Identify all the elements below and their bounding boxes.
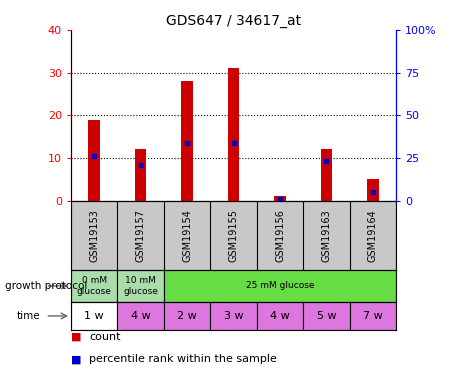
Text: count: count bbox=[89, 332, 121, 342]
Bar bbox=[117, 270, 164, 302]
Title: GDS647 / 34617_at: GDS647 / 34617_at bbox=[166, 13, 301, 28]
Bar bbox=[321, 149, 333, 201]
Text: 25 mM glucose: 25 mM glucose bbox=[246, 281, 314, 290]
Text: GSM19157: GSM19157 bbox=[136, 209, 146, 262]
Text: 1 w: 1 w bbox=[84, 311, 104, 321]
Text: GSM19154: GSM19154 bbox=[182, 209, 192, 262]
Point bbox=[184, 140, 191, 146]
Point bbox=[230, 140, 237, 146]
Text: 4 w: 4 w bbox=[270, 311, 290, 321]
Bar bbox=[367, 179, 379, 201]
Point bbox=[369, 189, 376, 195]
Text: 5 w: 5 w bbox=[316, 311, 336, 321]
Text: 10 mM
glucose: 10 mM glucose bbox=[123, 276, 158, 296]
Bar bbox=[71, 270, 117, 302]
Text: GSM19153: GSM19153 bbox=[89, 209, 99, 262]
Text: percentile rank within the sample: percentile rank within the sample bbox=[89, 354, 277, 364]
Bar bbox=[257, 302, 303, 330]
Bar bbox=[71, 302, 117, 330]
Text: GSM19156: GSM19156 bbox=[275, 209, 285, 262]
Text: GSM19164: GSM19164 bbox=[368, 209, 378, 262]
Bar bbox=[210, 302, 257, 330]
Text: GSM19163: GSM19163 bbox=[322, 209, 332, 262]
Bar bbox=[228, 68, 240, 201]
Bar bbox=[350, 302, 396, 330]
Text: 0 mM
glucose: 0 mM glucose bbox=[77, 276, 112, 296]
Bar bbox=[117, 302, 164, 330]
Bar bbox=[181, 81, 193, 201]
Bar bbox=[164, 270, 396, 302]
Text: ■: ■ bbox=[71, 354, 82, 364]
Text: 3 w: 3 w bbox=[224, 311, 243, 321]
Bar bbox=[164, 302, 210, 330]
Bar bbox=[274, 196, 286, 201]
Bar bbox=[88, 120, 100, 201]
Text: ■: ■ bbox=[71, 332, 82, 342]
Point bbox=[91, 153, 98, 159]
Point bbox=[276, 196, 284, 202]
Bar bbox=[135, 149, 147, 201]
Text: time: time bbox=[17, 311, 41, 321]
Text: growth protocol: growth protocol bbox=[5, 281, 87, 291]
Point bbox=[137, 162, 144, 168]
Bar bbox=[303, 302, 350, 330]
Text: GSM19155: GSM19155 bbox=[229, 209, 239, 262]
Text: 7 w: 7 w bbox=[363, 311, 383, 321]
Point bbox=[323, 158, 330, 164]
Text: 2 w: 2 w bbox=[177, 311, 197, 321]
Text: 4 w: 4 w bbox=[131, 311, 151, 321]
